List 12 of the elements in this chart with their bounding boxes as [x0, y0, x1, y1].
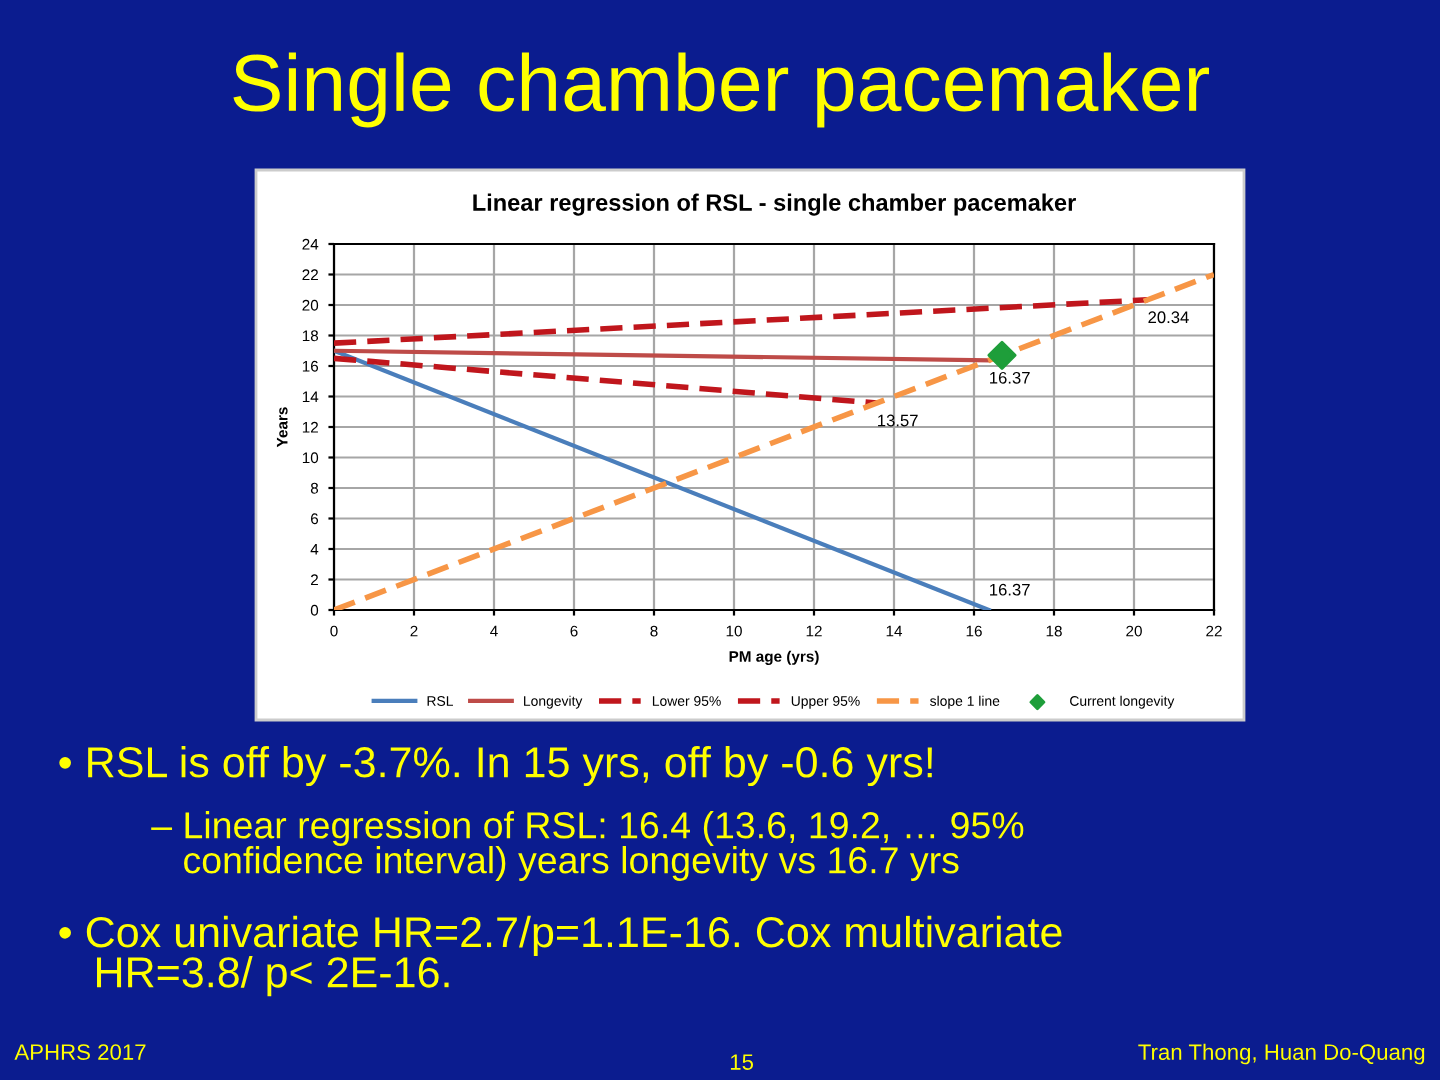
annotation: 13.57 — [878, 414, 918, 427]
annotation: 16.37 — [990, 583, 1030, 596]
annotation: 20.34 — [1148, 311, 1189, 324]
chart-title: Single chamber pacemaker — [233, 52, 1209, 128]
text: 15 — [730, 1054, 754, 1070]
text: APHRS 2017 — [14, 1044, 146, 1060]
text: – Linear regression of RSL: 16.4 (13.6, 19.2, … 95% confidence interval) years longevity vs 16.7 yrs — [151, 811, 1024, 881]
chart-subtitle: Linear regression of RSL - single chamber pacemaker — [473, 193, 1076, 216]
annotation: 16.37 — [990, 371, 1030, 384]
text: Tran Thong, Huan Do-Quang — [1138, 1043, 1425, 1065]
text: • Cox univariate HR=2.7/p=1.1E-16. Cox multivariate HR=3.8/ p< 2E-16. — [59, 915, 1062, 997]
text: • RSL is off by -3.7%. In 15 yrs, off by -0.6 yrs! — [59, 745, 932, 787]
